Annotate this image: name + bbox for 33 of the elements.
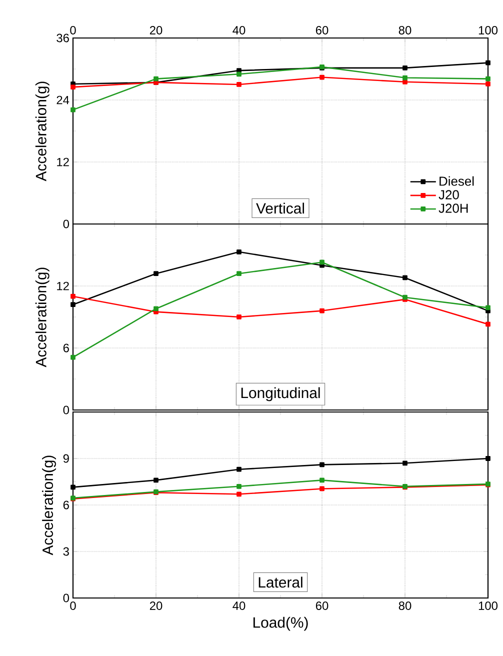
x2-tick-label: 100 [478, 26, 498, 34]
x-axis-title: Load(%) [253, 616, 308, 631]
annotation: Vertical [256, 202, 304, 214]
x-tick-label: 60 [316, 602, 328, 610]
y-axis-title: Acceleration(g) [42, 456, 56, 556]
y-tick-label: 0 [63, 406, 70, 414]
y-tick-label: 24 [56, 96, 70, 104]
x-tick-label: 40 [232, 602, 246, 610]
y-tick-label: 0 [63, 220, 70, 228]
y-tick-label: 9 [63, 454, 69, 463]
y-tick-label: 12 [57, 158, 69, 166]
x-tick-label: 0 [70, 602, 76, 610]
y-axis-title: Acceleration(g) [35, 268, 50, 368]
x2-tick-label: 60 [316, 26, 328, 34]
annotation: Longitudinal [241, 387, 320, 402]
annotation: Lateral [258, 576, 302, 588]
y-tick-label: 6 [63, 500, 69, 510]
legend-label: J20H [438, 204, 468, 213]
x-tick-label: 80 [398, 602, 412, 610]
x2-tick-label: 20 [150, 26, 162, 34]
legend-label: Diesel [440, 176, 474, 186]
y-tick-label: 36 [56, 34, 69, 42]
x2-tick-label: 0 [70, 26, 76, 34]
y-tick-label: 0 [63, 594, 70, 602]
y-tick-label: 3 [63, 547, 69, 556]
x2-tick-label: 40 [232, 26, 246, 34]
y-tick-label: 6 [63, 344, 69, 352]
x2-tick-label: 80 [398, 26, 412, 34]
y-tick-label: 12 [57, 282, 69, 290]
x-tick-label: 100 [478, 602, 498, 610]
x-tick-label: 20 [150, 602, 162, 610]
legend-label: J20 [438, 190, 459, 200]
y-axis-title: Acceleration(g) [35, 82, 50, 182]
